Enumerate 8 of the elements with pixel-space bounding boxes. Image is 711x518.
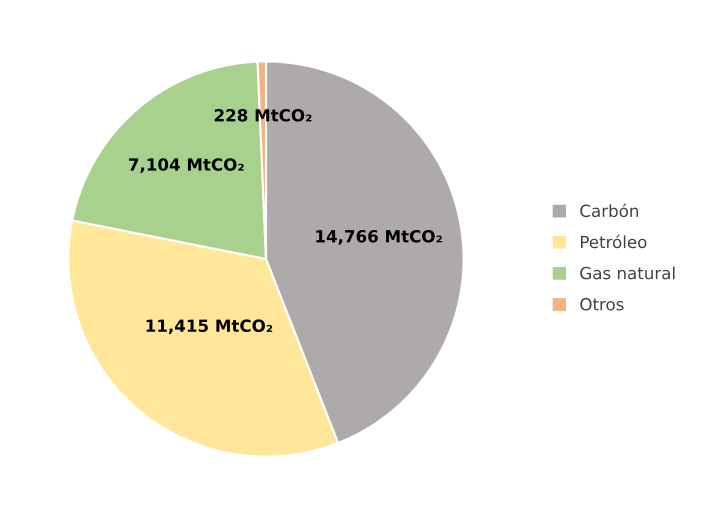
data-label: 7,104 MtCO₂ xyxy=(128,158,244,173)
legend-label: Gas natural xyxy=(580,266,674,280)
data-label: 11,415 MtCO₂ xyxy=(146,319,272,334)
legend-label: Otros xyxy=(580,298,624,311)
legend-label: Carbón xyxy=(580,204,638,218)
legend-label: Petróleo xyxy=(581,234,646,248)
data-label: 228 MtCO₂ xyxy=(214,108,312,122)
data-label: 14,766 MtCO₂ xyxy=(316,230,442,245)
